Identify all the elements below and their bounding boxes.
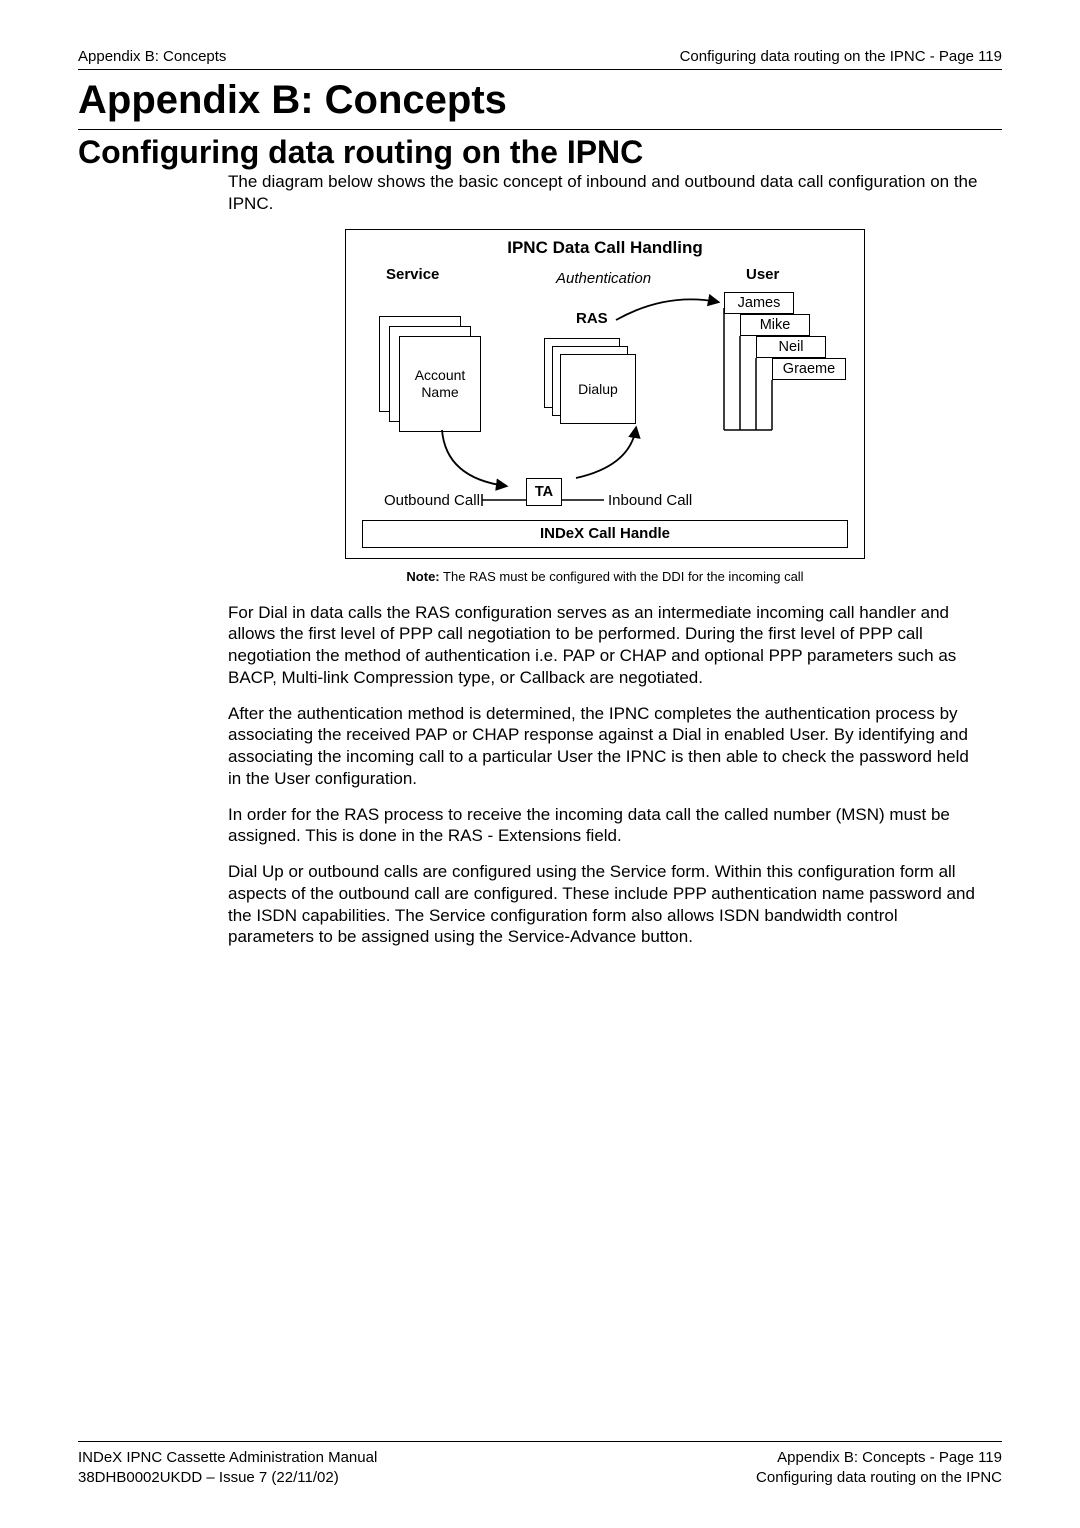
service-stack: Account Name: [379, 316, 471, 428]
footer-left-line1: INDeX IPNC Cassette Administration Manua…: [78, 1448, 377, 1468]
user-box-neil: Neil: [756, 336, 826, 358]
ras-label: RAS: [576, 310, 608, 327]
footer-left: INDeX IPNC Cassette Administration Manua…: [78, 1448, 377, 1489]
user-box-graeme: Graeme: [772, 358, 846, 380]
diagram-note: Note: The RAS must be configured with th…: [228, 569, 982, 584]
paragraph-4: Dial Up or outbound calls are configured…: [228, 861, 982, 948]
footer-left-line2: 38DHB0002UKDD – Issue 7 (22/11/02): [78, 1468, 377, 1488]
footer-right-line1: Appendix B: Concepts - Page 119: [756, 1448, 1002, 1468]
service-label: Service: [386, 266, 439, 283]
diagram-title: IPNC Data Call Handling: [346, 238, 864, 258]
page-title: Appendix B: Concepts: [78, 78, 1002, 130]
index-call-handle-bar: INDeX Call Handle: [362, 520, 848, 548]
dialup-stack: Dialup: [544, 338, 634, 424]
user-box-james: James: [724, 292, 794, 314]
authentication-label: Authentication: [556, 270, 651, 287]
ipnc-diagram: IPNC Data Call Handling Service Authenti…: [345, 229, 865, 559]
dialup-box: Dialup: [578, 381, 618, 397]
inbound-call-label: Inbound Call: [608, 492, 692, 509]
intro-paragraph: The diagram below shows the basic concep…: [228, 171, 982, 215]
content-body: The diagram below shows the basic concep…: [228, 171, 982, 948]
footer-right-line2: Configuring data routing on the IPNC: [756, 1468, 1002, 1488]
page-header: Appendix B: Concepts Configuring data ro…: [78, 48, 1002, 70]
header-left: Appendix B: Concepts: [78, 48, 226, 65]
header-right: Configuring data routing on the IPNC - P…: [680, 48, 1002, 65]
user-box-mike: Mike: [740, 314, 810, 336]
paragraph-1: For Dial in data calls the RAS configura…: [228, 602, 982, 689]
outbound-call-label: Outbound Call: [384, 492, 480, 509]
paragraph-3: In order for the RAS process to receive …: [228, 804, 982, 848]
ta-box: TA: [526, 478, 562, 506]
section-title: Configuring data routing on the IPNC: [78, 134, 1002, 171]
user-label: User: [746, 266, 779, 283]
footer-right: Appendix B: Concepts - Page 119 Configur…: [756, 1448, 1002, 1489]
note-bold: Note:: [406, 569, 439, 584]
note-text: The RAS must be configured with the DDI …: [440, 569, 804, 584]
diagram-container: IPNC Data Call Handling Service Authenti…: [228, 229, 982, 559]
page-footer: INDeX IPNC Cassette Administration Manua…: [78, 1441, 1002, 1489]
account-name-box: Account Name: [400, 367, 480, 401]
paragraph-2: After the authentication method is deter…: [228, 703, 982, 790]
